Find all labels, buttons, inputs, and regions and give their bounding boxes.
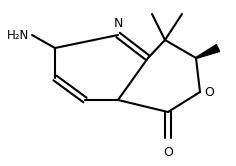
Text: O: O bbox=[204, 85, 214, 98]
Text: N: N bbox=[113, 17, 123, 30]
Text: O: O bbox=[163, 146, 173, 159]
Polygon shape bbox=[196, 44, 219, 58]
Text: H₂N: H₂N bbox=[7, 29, 29, 42]
